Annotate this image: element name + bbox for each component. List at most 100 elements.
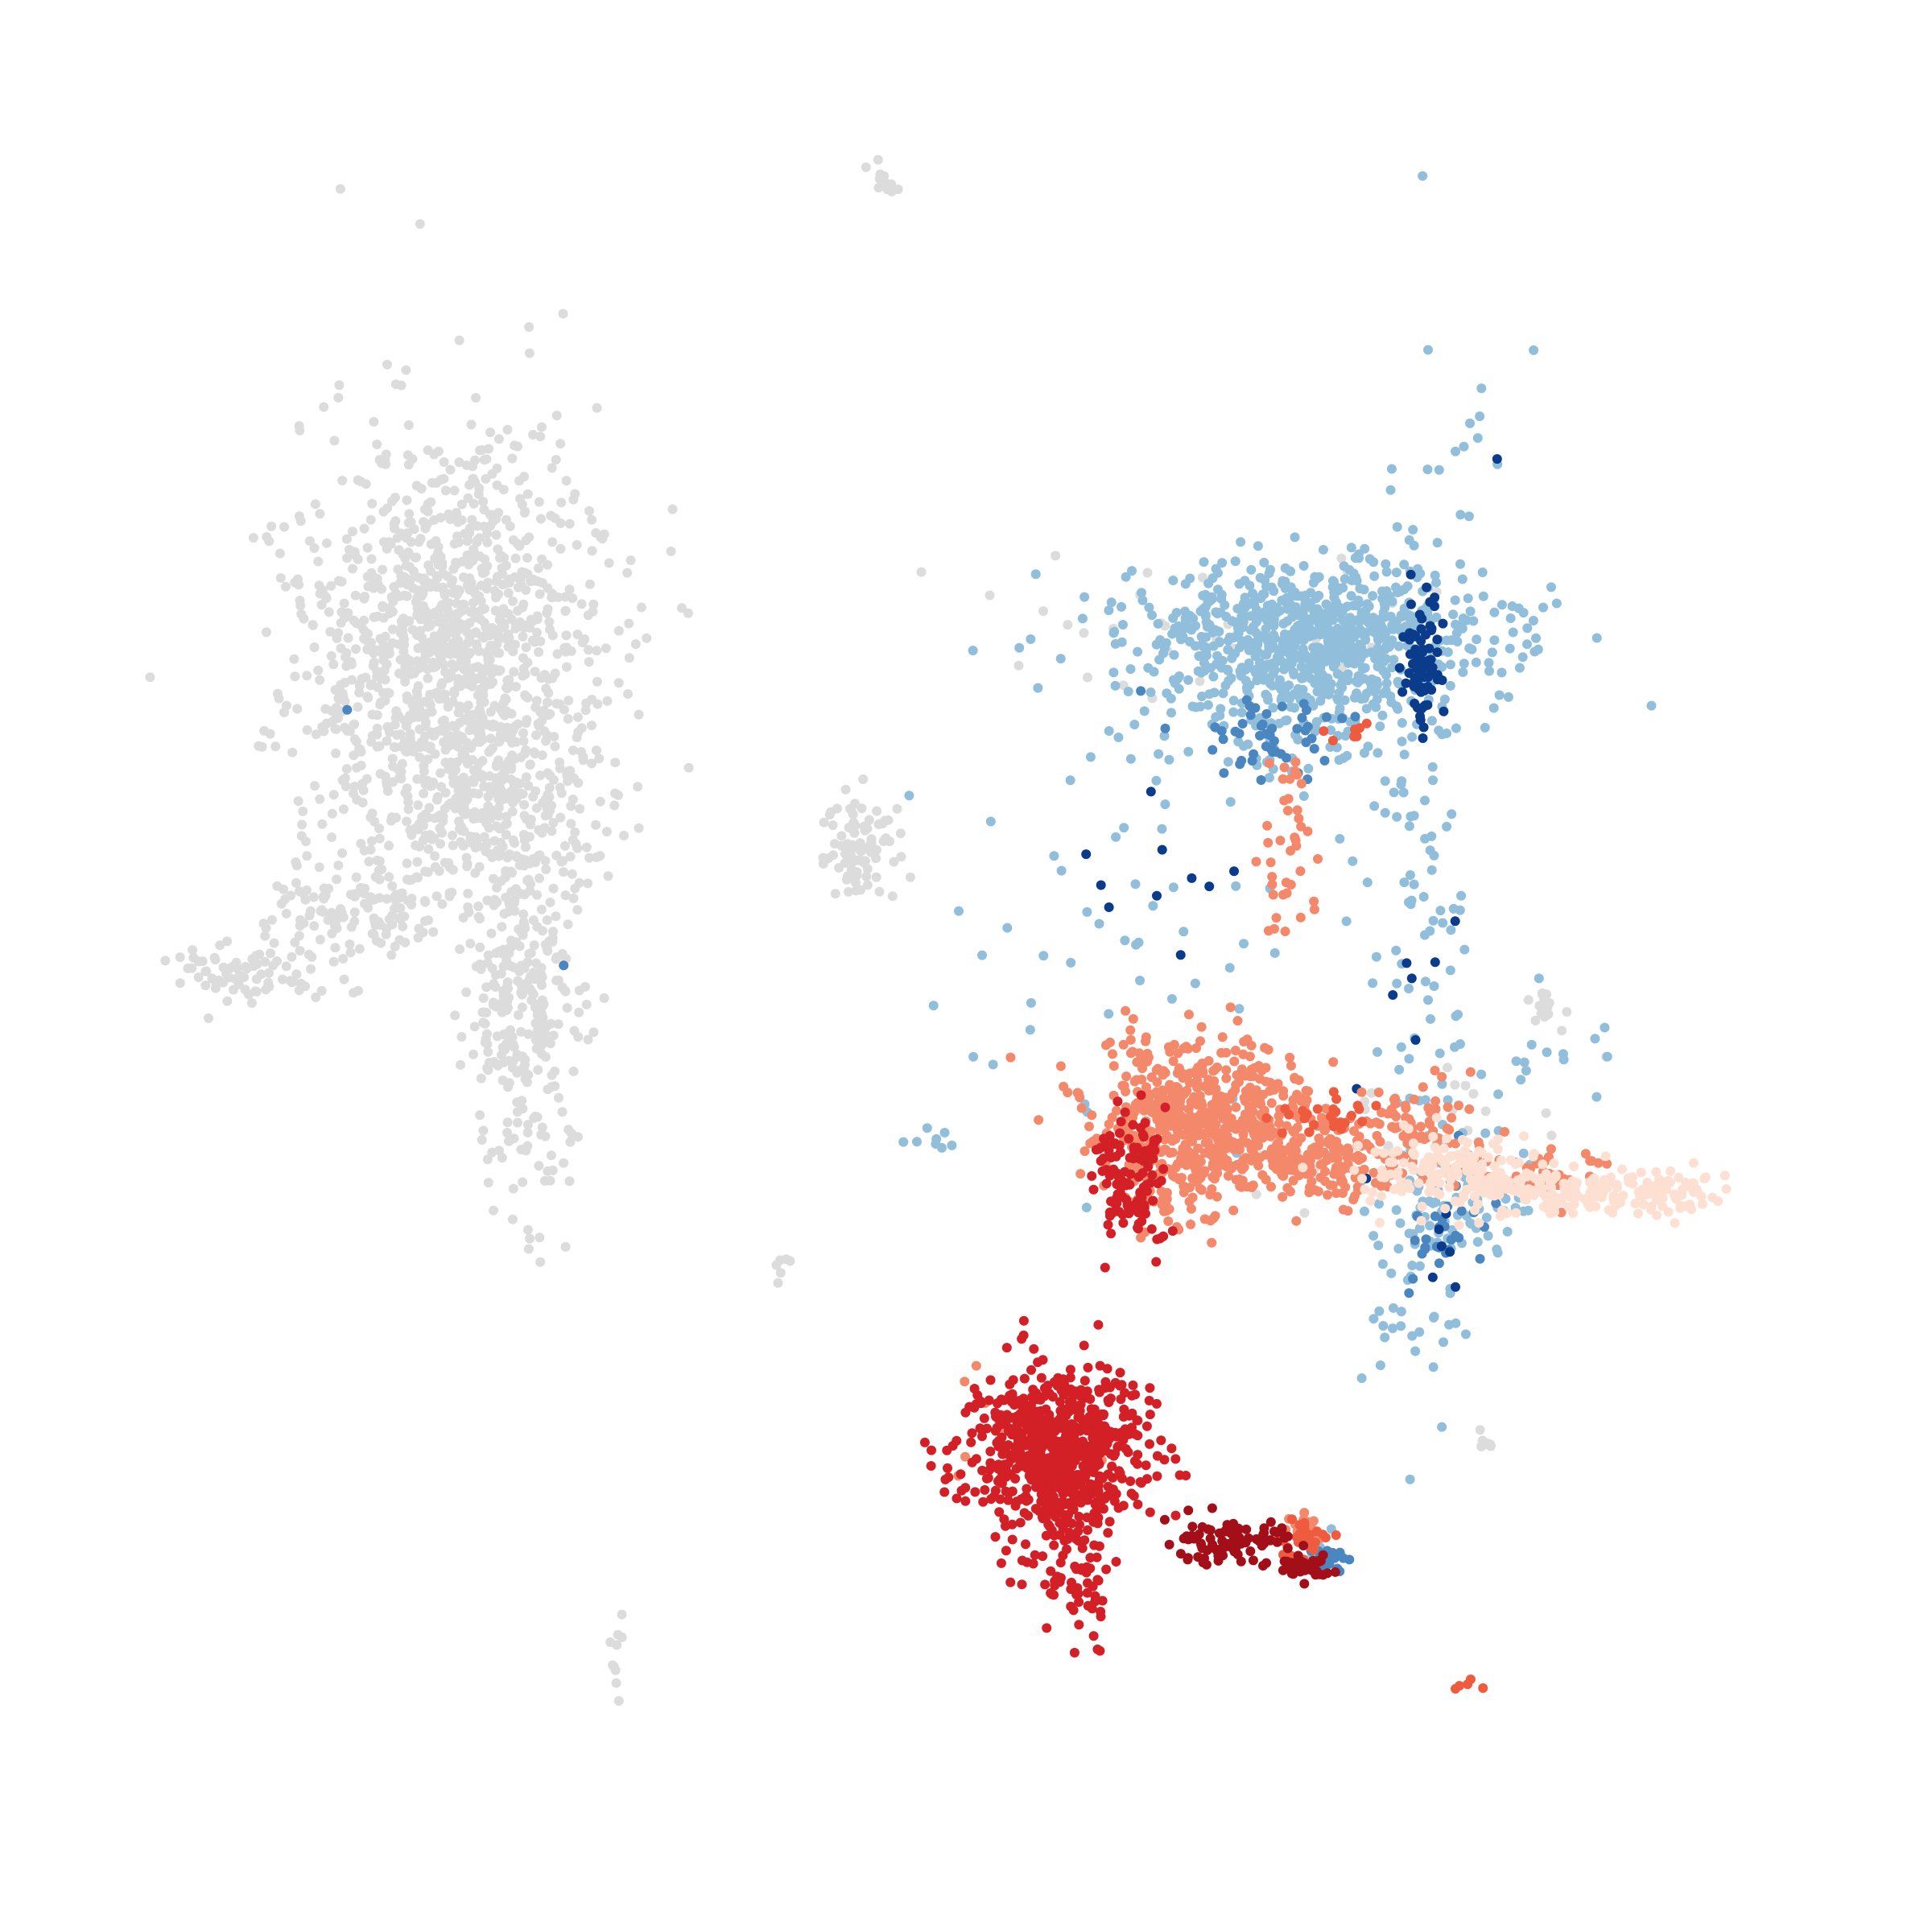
data-point bbox=[422, 519, 432, 530]
data-point bbox=[1389, 787, 1399, 798]
data-point bbox=[290, 671, 300, 682]
data-point bbox=[1211, 1119, 1221, 1129]
data-point bbox=[1290, 835, 1301, 845]
data-point bbox=[865, 847, 876, 857]
data-point bbox=[502, 1117, 513, 1128]
data-point bbox=[1244, 658, 1254, 668]
data-point bbox=[564, 696, 574, 706]
data-point bbox=[510, 777, 520, 787]
data-point bbox=[1352, 615, 1362, 625]
data-point bbox=[871, 872, 881, 882]
data-point bbox=[413, 643, 423, 654]
data-point bbox=[331, 748, 341, 758]
data-point bbox=[351, 872, 361, 882]
data-point bbox=[1362, 627, 1372, 638]
data-point bbox=[1160, 1067, 1170, 1078]
data-point bbox=[501, 695, 511, 704]
data-point bbox=[447, 830, 457, 840]
data-point bbox=[1278, 890, 1289, 900]
data-point bbox=[448, 765, 458, 774]
data-point bbox=[518, 1104, 528, 1114]
data-point bbox=[363, 692, 374, 703]
data-point bbox=[369, 612, 379, 622]
data-point bbox=[361, 774, 372, 784]
data-point bbox=[1410, 698, 1420, 708]
data-point bbox=[1362, 877, 1373, 888]
data-point bbox=[485, 630, 495, 641]
data-point bbox=[1208, 573, 1218, 584]
data-point bbox=[471, 393, 481, 403]
data-point bbox=[1240, 603, 1250, 613]
data-point bbox=[391, 812, 401, 823]
data-point bbox=[1309, 744, 1319, 754]
data-point bbox=[534, 647, 544, 657]
data-point bbox=[1278, 1086, 1289, 1096]
data-point bbox=[1166, 693, 1176, 704]
data-point bbox=[495, 704, 506, 714]
data-point bbox=[454, 457, 464, 468]
data-point bbox=[548, 774, 559, 785]
data-point bbox=[1492, 1248, 1503, 1258]
data-point bbox=[1465, 1174, 1476, 1184]
data-point bbox=[369, 417, 379, 427]
data-point bbox=[1427, 1160, 1438, 1170]
data-point bbox=[402, 816, 412, 827]
data-point bbox=[453, 708, 464, 718]
data-point bbox=[1550, 1171, 1561, 1182]
data-point bbox=[354, 687, 365, 698]
data-point bbox=[1092, 1133, 1102, 1144]
data-point bbox=[1423, 672, 1434, 683]
data-point bbox=[316, 600, 327, 610]
data-point bbox=[387, 881, 398, 891]
data-point bbox=[485, 720, 496, 731]
data-point bbox=[584, 645, 593, 655]
data-point bbox=[319, 402, 329, 412]
data-point bbox=[526, 815, 536, 824]
data-point bbox=[501, 794, 511, 803]
data-point bbox=[498, 961, 509, 972]
data-point bbox=[483, 650, 493, 661]
data-point bbox=[349, 734, 360, 745]
data-point bbox=[1232, 1139, 1242, 1150]
data-point bbox=[1193, 1092, 1203, 1103]
data-point bbox=[390, 523, 399, 534]
data-point bbox=[396, 774, 407, 784]
data-point bbox=[531, 958, 541, 968]
data-point bbox=[847, 857, 857, 866]
data-point bbox=[534, 1161, 544, 1171]
data-point bbox=[479, 617, 489, 628]
data-point bbox=[484, 444, 493, 454]
data-point bbox=[1418, 722, 1429, 733]
data-point bbox=[1277, 701, 1287, 712]
data-point bbox=[1399, 877, 1410, 888]
data-point bbox=[1480, 1128, 1491, 1138]
data-point bbox=[473, 535, 483, 545]
data-point bbox=[773, 1278, 783, 1288]
data-point bbox=[526, 995, 537, 1005]
data-point bbox=[1269, 586, 1279, 597]
data-point bbox=[1416, 1216, 1426, 1226]
data-point bbox=[1274, 1118, 1284, 1129]
data-point bbox=[475, 942, 485, 952]
data-point bbox=[630, 639, 641, 650]
data-point bbox=[1397, 687, 1408, 697]
data-point bbox=[1208, 671, 1219, 682]
data-point bbox=[1519, 1057, 1530, 1067]
data-point bbox=[336, 617, 346, 628]
data-point bbox=[1290, 625, 1300, 635]
data-point bbox=[338, 954, 349, 964]
data-point bbox=[462, 536, 473, 547]
data-point bbox=[340, 722, 349, 733]
data-point bbox=[1646, 1204, 1656, 1215]
data-point bbox=[523, 874, 534, 885]
data-point bbox=[1356, 693, 1366, 704]
data-point bbox=[193, 972, 204, 982]
data-point bbox=[355, 477, 365, 486]
data-point bbox=[1457, 574, 1468, 584]
data-point bbox=[1450, 916, 1460, 927]
data-point bbox=[550, 668, 560, 679]
data-point bbox=[1353, 1150, 1363, 1161]
data-point bbox=[1142, 568, 1153, 578]
data-point bbox=[1174, 1121, 1185, 1131]
data-point bbox=[345, 890, 356, 900]
